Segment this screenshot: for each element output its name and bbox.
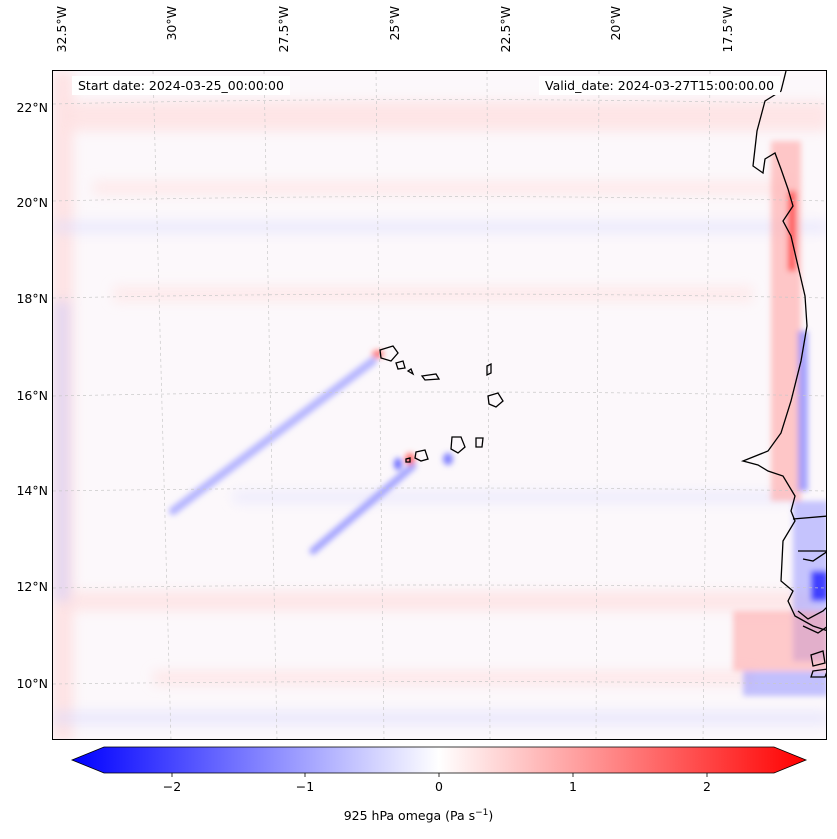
- coastline: [379, 71, 826, 678]
- colorbar-gradient: [70, 746, 808, 774]
- lat-label-10n: 10°N: [16, 676, 48, 691]
- omega-field: [53, 71, 826, 739]
- lon-label-32-5w: 32.5°W: [54, 6, 69, 53]
- lon-label-20w: 20°W: [608, 6, 623, 41]
- lat-label-14n: 14°N: [16, 483, 48, 498]
- lon-label-17-5w: 17.5°W: [720, 6, 735, 53]
- colorbar-label-exponent: −1: [475, 808, 489, 818]
- map-panel: [52, 70, 827, 740]
- colorbar-tick-minus1: −1: [295, 779, 315, 794]
- start-date-label: Start date: 2024-03-25_00:00:00: [72, 76, 290, 95]
- negative-omega-bands: [53, 221, 826, 725]
- colorbar-ticks: [171, 773, 708, 777]
- valid-date-label: Valid_date: 2024-03-27T15:00:00.00: [539, 76, 781, 95]
- field-background: [53, 71, 826, 739]
- lon-label-22-5w: 22.5°W: [498, 6, 513, 53]
- lat-label-22n: 22°N: [16, 100, 48, 115]
- lon-label-30w: 30°W: [164, 6, 179, 41]
- colorbar-tick-2: 2: [703, 779, 711, 794]
- colorbar-tick-0: 0: [435, 779, 443, 794]
- colorbar-label-text: 925 hPa omega (Pa s: [343, 808, 476, 824]
- colorbar-tick-minus2: −2: [162, 779, 182, 794]
- lat-label-12n: 12°N: [16, 579, 48, 594]
- graticule: [53, 71, 826, 739]
- lon-label-25w: 25°W: [387, 6, 402, 41]
- lat-label-16n: 16°N: [16, 388, 48, 403]
- coastal-omega-band: [733, 141, 826, 696]
- colorbar-label-close: ): [488, 808, 494, 824]
- lat-label-18n: 18°N: [16, 291, 48, 306]
- colorbar-tick-1: 1: [569, 779, 577, 794]
- lon-label-27-5w: 27.5°W: [276, 6, 291, 53]
- colorbar-label: 925 hPa omega (Pa s−1): [0, 808, 837, 823]
- lat-label-20n: 20°N: [16, 195, 48, 210]
